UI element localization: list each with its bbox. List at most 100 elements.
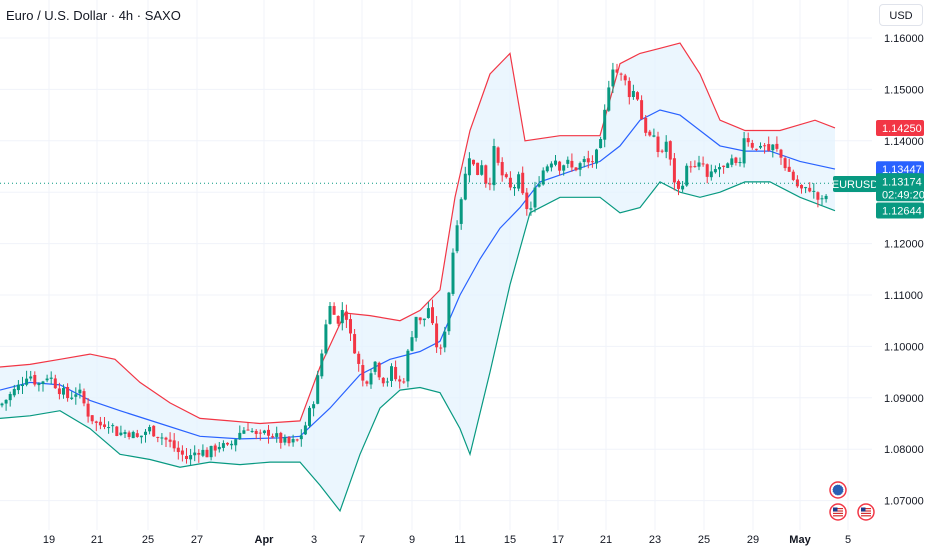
flag-stripe (861, 508, 871, 510)
candle (791, 171, 795, 180)
candle (615, 69, 619, 73)
candle (127, 432, 131, 437)
candle (156, 436, 160, 438)
candle (808, 187, 812, 192)
candle (148, 427, 152, 432)
lower-band-price-tag-text: 1.12644 (882, 205, 922, 217)
candle (271, 436, 275, 438)
candle (636, 92, 639, 100)
y-tick-label: 1.10000 (884, 341, 924, 353)
candle (734, 157, 738, 163)
candle (418, 317, 422, 321)
candle (504, 174, 508, 178)
candle (357, 353, 361, 364)
y-tick-label: 1.09000 (884, 393, 924, 405)
candle (422, 318, 426, 321)
x-tick-label: 21 (600, 534, 612, 546)
candle (262, 430, 266, 434)
candle (562, 165, 566, 171)
candle (545, 166, 549, 172)
candle (160, 437, 164, 439)
candle (66, 386, 70, 399)
candle (176, 447, 180, 453)
x-tick-label: 27 (191, 534, 203, 546)
candle (685, 165, 689, 186)
basis-price-tag (876, 161, 924, 178)
candle (492, 145, 496, 186)
candle (90, 415, 94, 422)
x-tick-label: 17 (552, 534, 564, 546)
candle (439, 347, 443, 349)
x-tick-label: 7 (359, 534, 365, 546)
candle (385, 381, 389, 383)
candle (513, 187, 516, 189)
candle (607, 87, 611, 111)
bollinger-band-fill (0, 43, 835, 511)
candle (410, 337, 414, 351)
candle (664, 141, 668, 152)
candle (820, 198, 824, 200)
candle (213, 445, 217, 451)
candle (713, 169, 717, 173)
candle (476, 162, 480, 175)
candle (599, 139, 603, 149)
candle (586, 158, 590, 163)
candle (98, 421, 102, 426)
candle (398, 379, 402, 382)
x-tick-label: 9 (409, 534, 415, 546)
flag-canton (861, 507, 866, 512)
candle (640, 100, 644, 120)
candle (246, 429, 250, 431)
candle (369, 373, 373, 385)
candle (709, 171, 713, 178)
chart-title: Euro / U.S. Dollar · 4h · SAXO (6, 8, 181, 23)
bollinger-upper-line (0, 42, 836, 425)
candle (250, 430, 254, 432)
candle (566, 159, 570, 164)
candle (332, 306, 336, 315)
x-tick-label: 25 (142, 534, 154, 546)
candle (168, 439, 172, 442)
candle (652, 135, 656, 137)
candle (435, 323, 439, 348)
us-flag-event-icon[interactable] (857, 503, 875, 521)
candle (472, 159, 475, 165)
candle (656, 136, 660, 152)
candle (496, 147, 500, 163)
countdown-text: 02:49:20 (882, 189, 925, 201)
x-tick-label: 25 (698, 534, 710, 546)
candle (164, 437, 168, 440)
candle (336, 316, 340, 324)
candle (574, 167, 578, 171)
globe-icon-stars (832, 484, 844, 496)
candle (185, 455, 188, 459)
x-tick-label: 19 (43, 534, 55, 546)
candle (49, 377, 53, 379)
candle (414, 316, 418, 338)
candle (693, 166, 697, 168)
candle (70, 397, 74, 399)
candle (668, 141, 672, 160)
candle (517, 174, 521, 189)
candle (279, 432, 283, 443)
candle (804, 187, 808, 189)
candle (463, 173, 467, 200)
candle (705, 164, 709, 177)
currency-button[interactable]: USD (879, 4, 923, 26)
candle (119, 432, 123, 435)
candle (283, 437, 287, 443)
candle (78, 389, 82, 394)
candle (205, 449, 209, 458)
us-flag-event-icon[interactable] (829, 503, 847, 521)
bollinger-basis-line (0, 109, 836, 440)
candle (730, 158, 734, 165)
candle (541, 170, 545, 185)
candle (344, 311, 348, 320)
candle (45, 378, 49, 381)
x-tick-label: 3 (311, 534, 317, 546)
candle (4, 399, 8, 404)
candle (135, 433, 139, 437)
candle (53, 378, 57, 389)
candle (328, 306, 332, 324)
